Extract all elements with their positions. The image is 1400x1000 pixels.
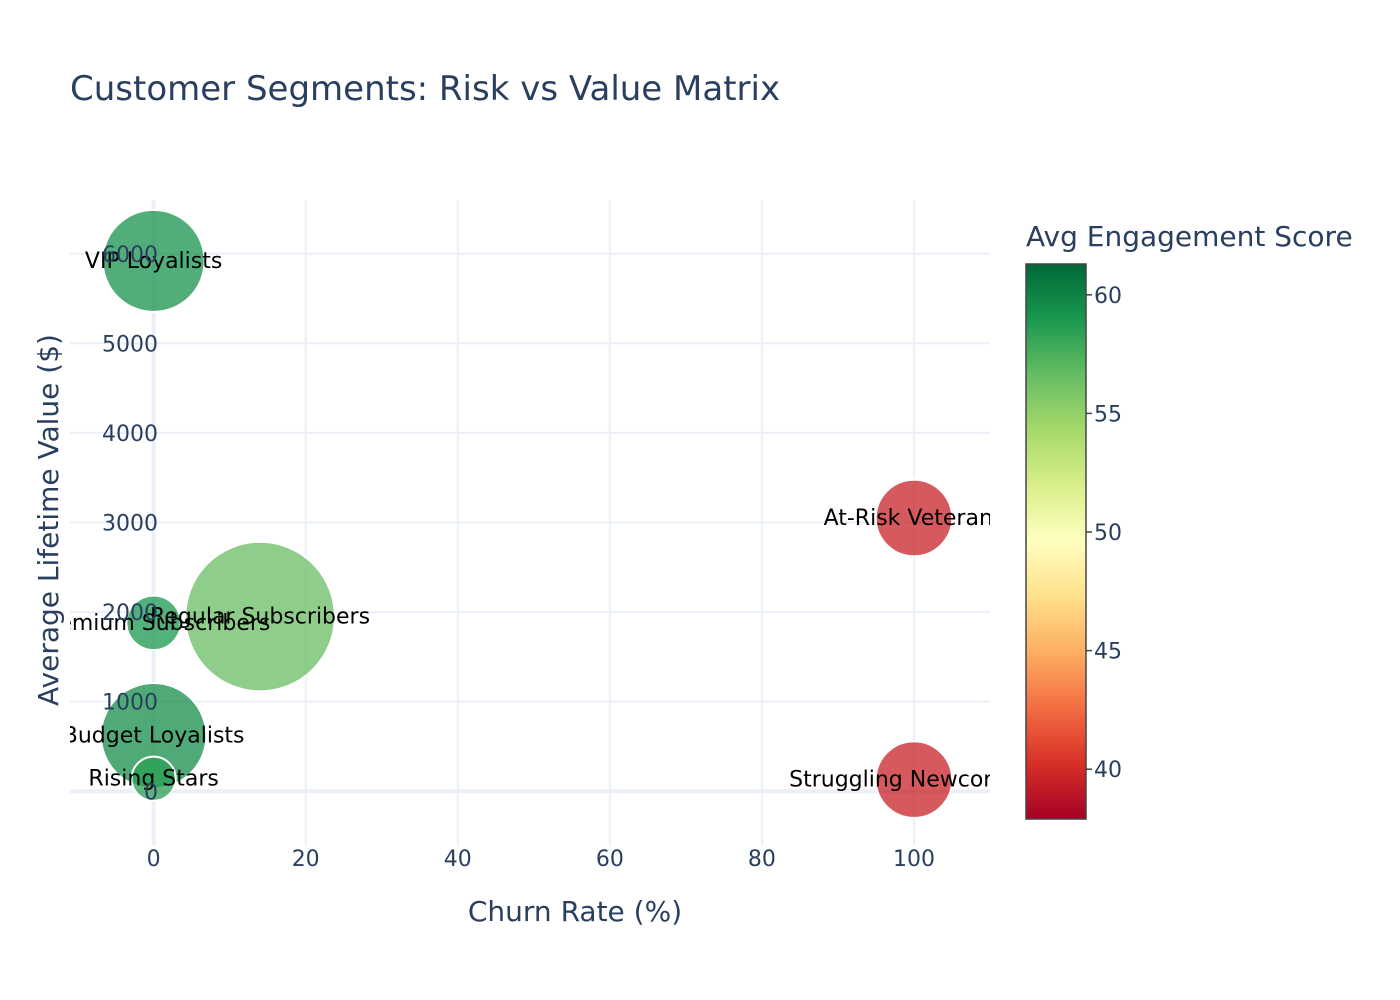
data-point-label: Struggling Newcomers <box>789 768 1039 793</box>
colorbar-tick-label: 50 <box>1094 521 1122 546</box>
data-points <box>99 208 954 819</box>
x-tick-label: 100 <box>893 847 935 872</box>
y-tick-label: 4000 <box>102 422 158 447</box>
colorbar-gradient <box>1025 263 1087 820</box>
data-point-label: Budget Loyalists <box>63 724 245 749</box>
data-point-label: Premium Subscribers <box>37 611 270 636</box>
data-point-label: Regular Subscribers <box>150 605 370 630</box>
x-tick-label: 20 <box>292 847 320 872</box>
colorbar-tick-label: 60 <box>1094 284 1122 309</box>
colorbar: Avg Engagement Score 40 45 50 55 60 <box>1025 220 1353 820</box>
data-point-label: VIP Loyalists <box>85 249 222 274</box>
colorbar-tick-label: 40 <box>1094 758 1122 783</box>
y-axis-ticks: 0 1000 2000 3000 4000 5000 6000 <box>102 243 158 806</box>
x-tick-label: 0 <box>147 847 161 872</box>
x-axis-ticks: 0 20 40 60 80 100 <box>147 847 935 872</box>
y-tick-label: 1000 <box>102 691 158 716</box>
x-tick-label: 60 <box>596 847 624 872</box>
data-point-label: Rising Stars <box>88 767 218 792</box>
data-labels: VIP Loyalists At-Risk Veterans Regular Sub… <box>37 249 1039 793</box>
data-point[interactable] <box>130 755 177 802</box>
y-tick-label: 0 <box>144 780 158 805</box>
data-point[interactable] <box>101 208 206 313</box>
y-tick-label: 5000 <box>102 332 158 357</box>
data-point[interactable] <box>874 478 954 558</box>
data-point[interactable] <box>184 540 336 693</box>
data-point-label: At-Risk Veterans <box>824 506 1005 531</box>
colorbar-tick-label: 45 <box>1094 640 1122 665</box>
y-axis-title: Average Lifetime Value ($) <box>32 334 65 706</box>
y-tick-label: 2000 <box>102 601 158 626</box>
data-point[interactable] <box>874 740 954 819</box>
x-tick-label: 80 <box>748 847 776 872</box>
colorbar-tick-label: 55 <box>1094 402 1122 427</box>
data-point[interactable] <box>125 594 182 652</box>
chart-title: Customer Segments: Risk vs Value Matrix <box>70 69 780 109</box>
x-tick-label: 40 <box>444 847 472 872</box>
colorbar-title: Avg Engagement Score <box>1026 220 1353 253</box>
x-axis-title: Churn Rate (%) <box>468 895 682 928</box>
y-tick-label: 6000 <box>102 243 158 268</box>
y-tick-label: 3000 <box>102 512 158 537</box>
colorbar-ticks: 40 45 50 55 60 <box>1086 284 1122 783</box>
